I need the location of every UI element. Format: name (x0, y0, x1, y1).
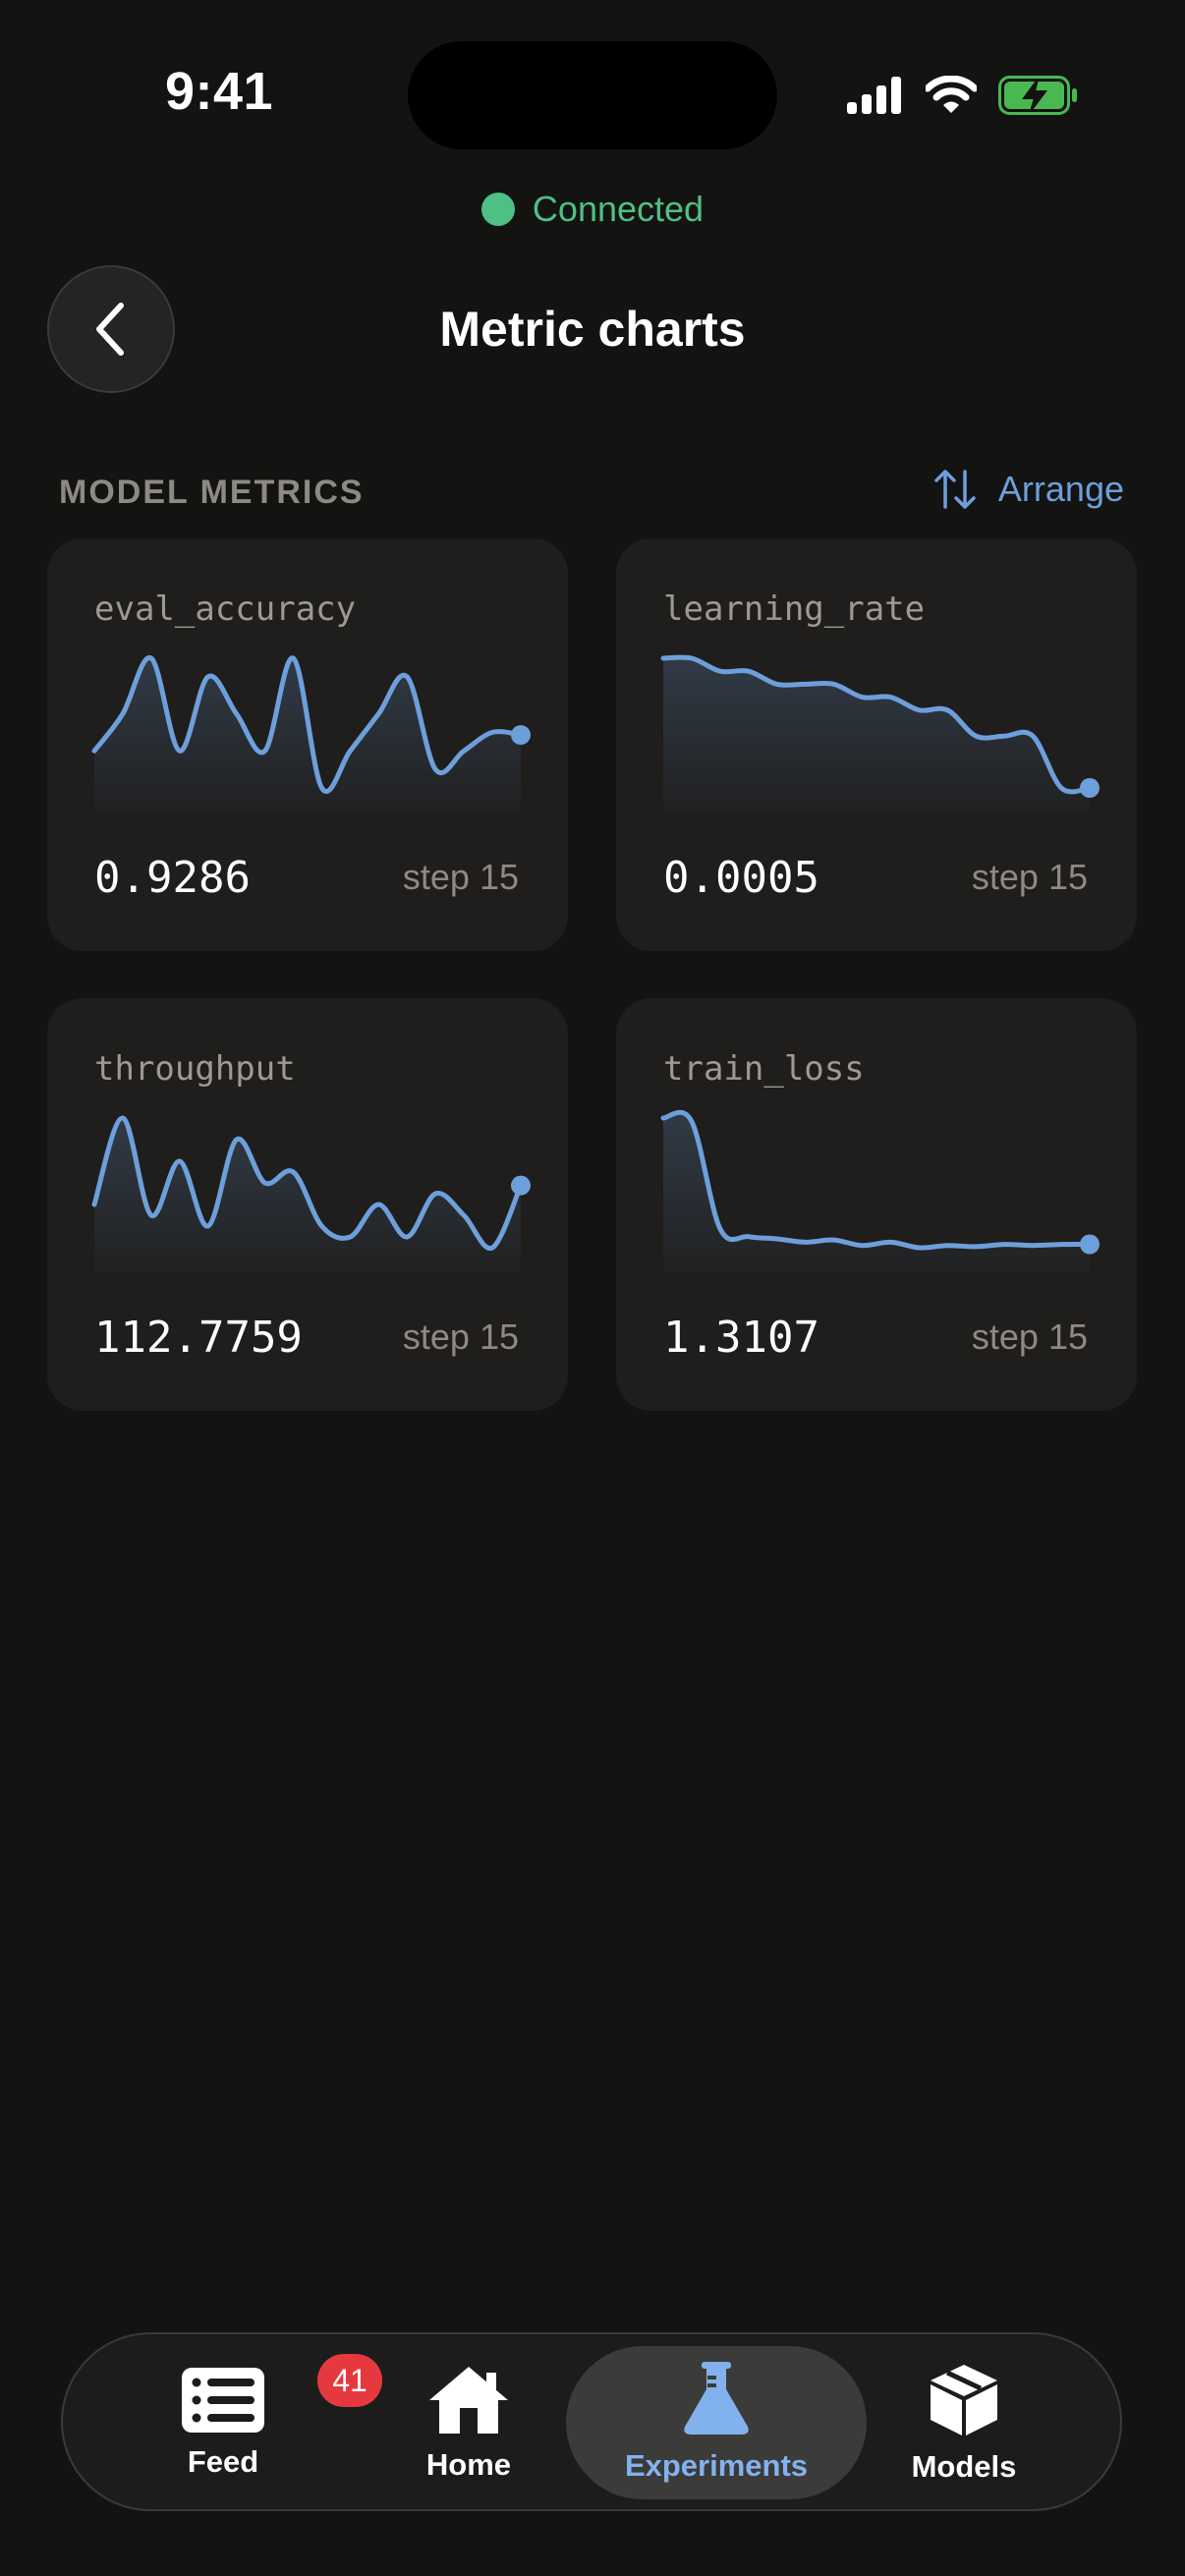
tab-label: Feed (187, 2444, 259, 2479)
metric-value: 0.0005 (663, 853, 819, 903)
tab-label: Models (911, 2449, 1017, 2484)
arrange-button[interactable]: Arrange (933, 468, 1124, 511)
wifi-icon (926, 76, 977, 113)
notification-badge: 41 (317, 2354, 382, 2407)
cube-icon (931, 2365, 997, 2436)
sparkline-chart (91, 655, 531, 813)
battery-charging-icon (998, 76, 1077, 115)
metric-card-eval-accuracy[interactable]: eval_accuracy 0.9286 step 15 (47, 538, 568, 951)
metric-card-train-loss[interactable]: train_loss 1.3107 step 15 (616, 998, 1137, 1411)
section-label: MODEL METRICS (59, 474, 365, 511)
tab-label: Home (425, 2447, 512, 2482)
metric-name: learning_rate (663, 589, 926, 629)
sparkline-line (660, 654, 1093, 795)
tab-feed[interactable]: Feed (122, 2334, 324, 2513)
sparkline-last-point (1080, 778, 1100, 798)
dynamic-island (408, 41, 777, 149)
sparkline-area (94, 1117, 521, 1273)
status-time: 9:41 (165, 62, 274, 121)
sparkline-chart (660, 1109, 1100, 1273)
metric-step: step 15 (402, 1316, 519, 1357)
cellular-signal-icon (847, 77, 901, 114)
sparkline-last-point (511, 1175, 531, 1196)
sparkline-last-point (511, 725, 531, 746)
sort-arrows-icon (934, 470, 976, 509)
home-icon (429, 2367, 508, 2434)
tab-label: Experiments (624, 2448, 809, 2483)
metric-value: 0.9286 (94, 853, 251, 903)
connection-text: Connected (532, 189, 705, 229)
chevron-left-icon (96, 303, 124, 356)
tab-models[interactable]: Models (863, 2334, 1065, 2513)
metric-value: 112.7759 (94, 1313, 303, 1363)
sparkline-line (91, 655, 524, 794)
sparkline-area (663, 1112, 1090, 1273)
sparkline-line (91, 1115, 524, 1251)
back-button[interactable] (47, 265, 175, 393)
metric-name: throughput (94, 1049, 296, 1089)
metric-name: train_loss (663, 1049, 865, 1089)
metric-card-throughput[interactable]: throughput 112.7759 step 15 (47, 998, 568, 1411)
sparkline-chart (660, 654, 1100, 813)
metric-card-learning-rate[interactable]: learning_rate 0.0005 step 15 (616, 538, 1137, 951)
sparkline-line (660, 1109, 1093, 1251)
metric-value: 1.3107 (663, 1313, 819, 1363)
tab-bar: Feed 41 Home Experiments Models (61, 2332, 1122, 2511)
metric-name: eval_accuracy (94, 589, 357, 629)
feed-icon (182, 2368, 264, 2433)
arrange-label: Arrange (997, 469, 1124, 509)
connection-status: Connected (0, 189, 1185, 230)
connection-dot-icon (480, 193, 515, 226)
sparkline-last-point (1080, 1234, 1100, 1255)
metric-step: step 15 (402, 857, 519, 897)
metric-step: step 15 (971, 1316, 1088, 1357)
flask-icon (684, 2362, 749, 2435)
sparkline-chart (91, 1115, 531, 1273)
metric-step: step 15 (971, 857, 1088, 897)
status-icons (847, 73, 1079, 118)
tab-home[interactable]: Home (367, 2334, 570, 2513)
page-title: Metric charts (439, 302, 746, 357)
tab-experiments[interactable]: Experiments (566, 2346, 867, 2499)
sparkline-area (663, 657, 1090, 813)
